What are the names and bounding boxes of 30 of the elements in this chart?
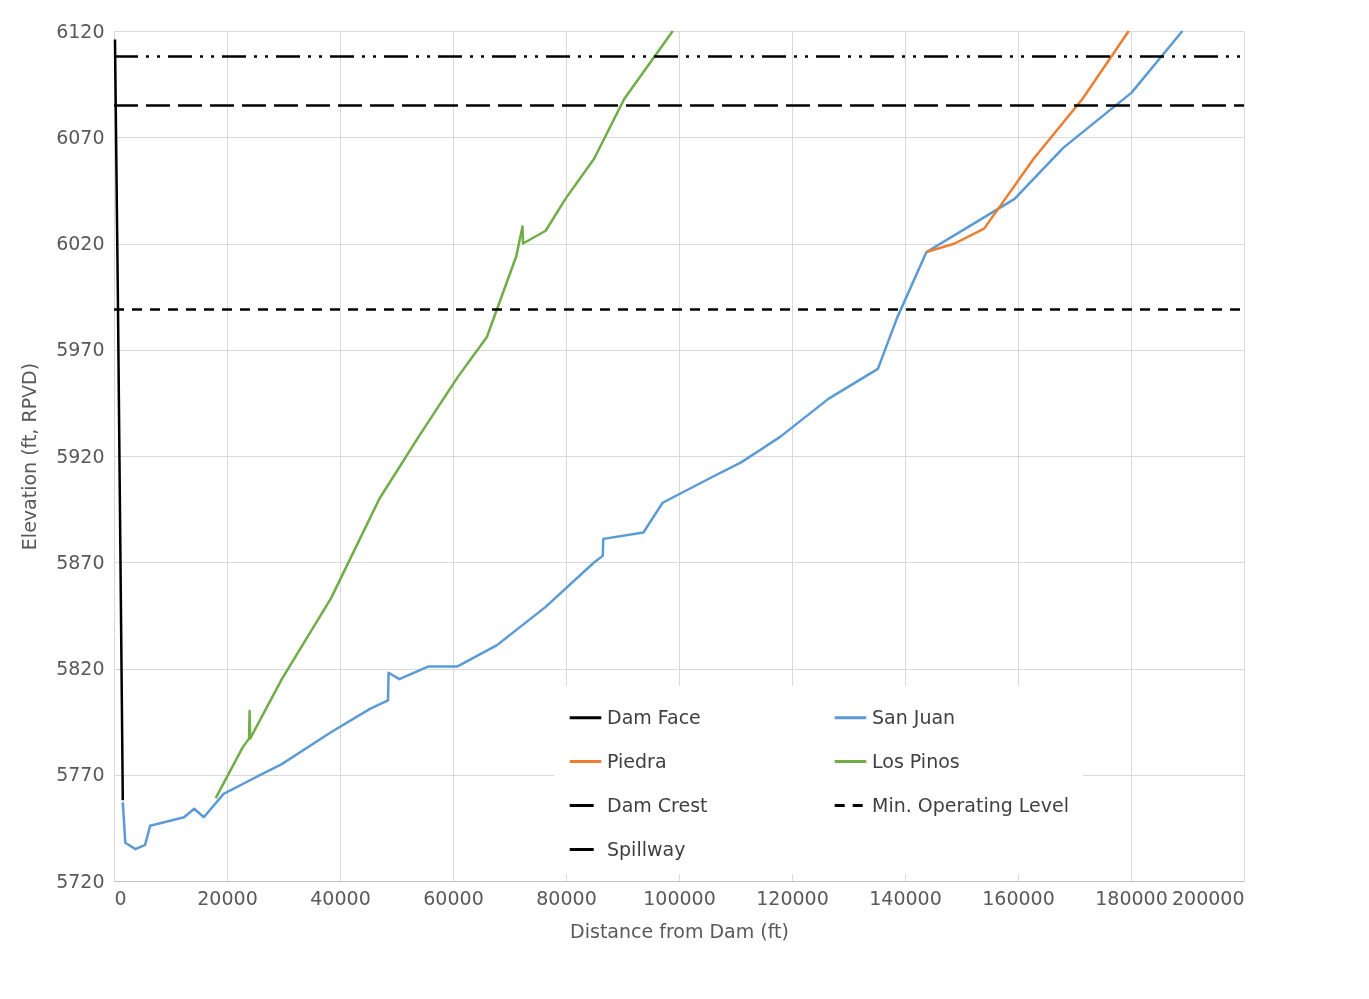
legend-label: Min. Operating Level (872, 793, 1069, 816)
y-tick-label: 5870 (56, 550, 105, 573)
x-tick-label: 0 (114, 886, 127, 909)
y-tick-label: 5820 (56, 657, 105, 679)
legend-label: Dam Crest (607, 793, 708, 816)
line-series (925, 29, 1130, 254)
y-tick-label: 6020 (56, 232, 105, 254)
y-tick-label: 6120 (56, 19, 105, 42)
x-tick-label: 100000 (643, 886, 716, 909)
y-tick-label: 5770 (56, 763, 105, 786)
x-tick-label: 20000 (197, 886, 258, 909)
x-tick-label: 180000 (1095, 886, 1168, 909)
x-tick-label: 140000 (869, 886, 942, 909)
x-tick-label: 40000 (310, 886, 371, 909)
x-tick-label: 120000 (756, 886, 829, 909)
y-axis-title: Elevation (ft, RPVD) (18, 362, 41, 551)
x-axis-title: Distance from Dam (ft) (570, 919, 789, 942)
y-tick-label: 5970 (56, 338, 105, 361)
y-tick-label: 6070 (56, 125, 105, 148)
x-tick-label: 200000 (1171, 886, 1245, 909)
x-tick-label: 60000 (423, 886, 484, 909)
legend-label: Los Pinos (872, 749, 960, 772)
legend-label: Dam Face (607, 705, 701, 728)
x-tick-label: 80000 (536, 886, 597, 909)
x-tick-label: 160000 (982, 886, 1055, 909)
y-tick-label: 5920 (56, 444, 105, 467)
legend-label: San Juan (872, 705, 956, 728)
legend-label: Spillway (607, 837, 686, 860)
y-tick-label: 5720 (56, 869, 105, 892)
legend-label: Piedra (607, 749, 667, 772)
